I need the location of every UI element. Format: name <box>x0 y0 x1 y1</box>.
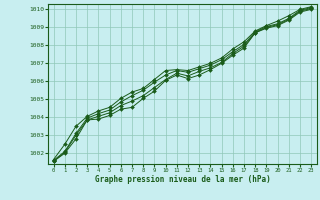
X-axis label: Graphe pression niveau de la mer (hPa): Graphe pression niveau de la mer (hPa) <box>94 175 270 184</box>
